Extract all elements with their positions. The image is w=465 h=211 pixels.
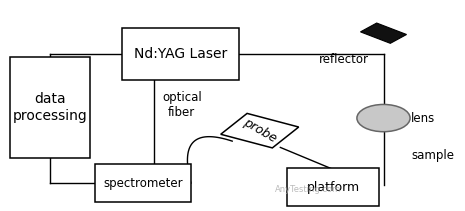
- Text: Nd:YAG Laser: Nd:YAG Laser: [134, 47, 227, 61]
- Text: lens: lens: [411, 112, 435, 124]
- Text: sample: sample: [411, 149, 454, 162]
- Text: probe: probe: [241, 116, 279, 145]
- Text: AnyTesting.com: AnyTesting.com: [275, 185, 341, 194]
- Text: data
processing: data processing: [13, 92, 87, 123]
- Text: platform: platform: [306, 181, 359, 194]
- Text: reflector: reflector: [319, 53, 369, 66]
- FancyBboxPatch shape: [10, 57, 90, 158]
- Ellipse shape: [357, 104, 410, 132]
- FancyBboxPatch shape: [122, 28, 239, 80]
- FancyBboxPatch shape: [95, 164, 191, 202]
- Text: spectrometer: spectrometer: [103, 177, 183, 189]
- Polygon shape: [221, 113, 299, 148]
- FancyBboxPatch shape: [287, 168, 379, 206]
- Text: optical
fiber: optical fiber: [162, 92, 202, 119]
- Polygon shape: [360, 23, 406, 43]
